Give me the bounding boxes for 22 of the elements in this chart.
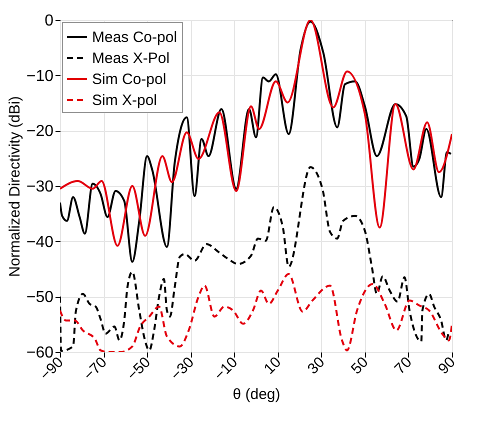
y-tick-label: −10	[26, 68, 54, 85]
x-tick-label: −10	[211, 354, 242, 384]
y-tick-label: −50	[26, 289, 54, 306]
y-tick-label: −20	[26, 123, 54, 140]
y-tick-label: −30	[26, 178, 54, 196]
x-tick-label: 70	[391, 354, 416, 378]
x-axis-title: θ (deg)	[232, 386, 280, 404]
y-tick-label: 0	[44, 12, 54, 30]
legend-label: Sim X-pol	[92, 92, 158, 109]
legend-label: Sim Co-pol	[92, 71, 166, 88]
y-tick-label: −40	[26, 234, 54, 251]
y-axis-title: Normalized Directivity (dBi)	[6, 96, 24, 277]
x-tick-label: −50	[124, 354, 154, 384]
legend-label: Meas X-Pol	[92, 50, 170, 67]
x-tick-label: 90	[435, 354, 459, 378]
y-tick-label: −60	[26, 344, 54, 362]
x-tick-label: 10	[260, 354, 285, 378]
x-tick-label: 50	[348, 354, 372, 378]
x-tick-label: −70	[80, 354, 110, 384]
x-tick-label: 30	[304, 354, 328, 378]
legend-label: Meas Co-pol	[92, 29, 178, 46]
x-tick-label: −30	[168, 354, 198, 384]
